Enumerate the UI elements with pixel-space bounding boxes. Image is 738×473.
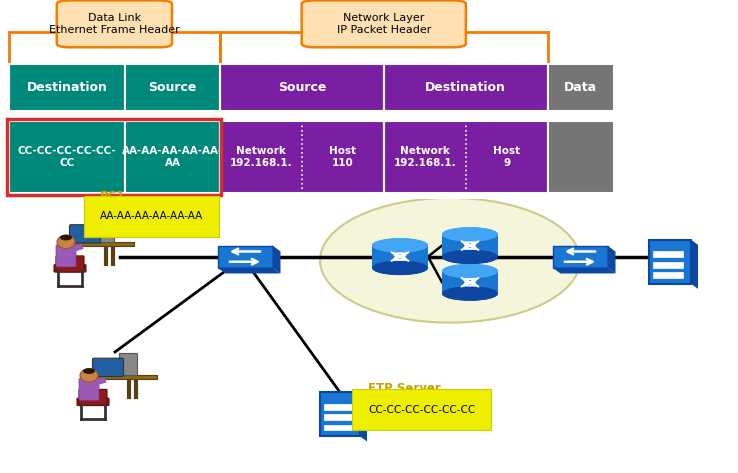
FancyBboxPatch shape <box>79 378 99 400</box>
Ellipse shape <box>372 238 428 253</box>
FancyBboxPatch shape <box>95 220 114 242</box>
Text: Data: Data <box>565 81 597 94</box>
FancyBboxPatch shape <box>320 392 360 436</box>
FancyBboxPatch shape <box>324 425 352 430</box>
Ellipse shape <box>372 238 428 253</box>
Polygon shape <box>360 392 367 441</box>
FancyBboxPatch shape <box>442 271 498 294</box>
Text: Destination: Destination <box>27 81 108 94</box>
Text: Host
110: Host 110 <box>329 146 356 168</box>
FancyBboxPatch shape <box>302 0 466 47</box>
FancyBboxPatch shape <box>553 245 607 268</box>
FancyBboxPatch shape <box>649 240 691 284</box>
Ellipse shape <box>442 286 498 301</box>
Text: Network
192.168.1.: Network 192.168.1. <box>393 146 456 168</box>
FancyBboxPatch shape <box>372 245 428 268</box>
Ellipse shape <box>442 264 498 278</box>
FancyBboxPatch shape <box>64 242 134 245</box>
FancyBboxPatch shape <box>57 0 172 47</box>
FancyBboxPatch shape <box>56 256 84 272</box>
FancyBboxPatch shape <box>9 121 125 193</box>
FancyBboxPatch shape <box>548 121 614 193</box>
Text: CC-CC-CC-CC-CC-CC: CC-CC-CC-CC-CC-CC <box>368 405 475 415</box>
FancyBboxPatch shape <box>87 376 157 379</box>
Polygon shape <box>553 268 615 273</box>
Ellipse shape <box>372 261 428 275</box>
FancyBboxPatch shape <box>442 234 498 257</box>
FancyBboxPatch shape <box>9 63 125 111</box>
Polygon shape <box>691 240 698 289</box>
FancyBboxPatch shape <box>54 265 86 272</box>
FancyBboxPatch shape <box>77 398 109 405</box>
FancyBboxPatch shape <box>220 121 384 193</box>
FancyBboxPatch shape <box>384 121 548 193</box>
Circle shape <box>80 369 98 382</box>
Ellipse shape <box>60 235 72 240</box>
FancyBboxPatch shape <box>653 262 683 268</box>
Text: Network Layer
IP Packet Header: Network Layer IP Packet Header <box>337 13 431 35</box>
Text: FTP Server: FTP Server <box>368 382 441 395</box>
Text: Source: Source <box>148 81 197 94</box>
Ellipse shape <box>320 198 580 323</box>
FancyBboxPatch shape <box>442 234 498 257</box>
FancyBboxPatch shape <box>442 271 498 294</box>
FancyBboxPatch shape <box>384 63 548 111</box>
Ellipse shape <box>442 264 498 278</box>
Text: Network
192.168.1.: Network 192.168.1. <box>230 146 292 168</box>
Text: AA-AA-AA-AA-AA-
AA: AA-AA-AA-AA-AA- AA <box>122 146 224 168</box>
Text: CC-CC-CC-CC-CC-
CC: CC-CC-CC-CC-CC- CC <box>18 146 117 168</box>
FancyBboxPatch shape <box>125 121 220 193</box>
Text: Destination: Destination <box>425 81 506 94</box>
FancyBboxPatch shape <box>56 245 76 267</box>
Polygon shape <box>607 245 615 273</box>
Ellipse shape <box>442 227 498 242</box>
FancyBboxPatch shape <box>119 353 137 376</box>
Text: PC1: PC1 <box>100 190 125 203</box>
FancyBboxPatch shape <box>79 389 107 405</box>
Text: AA-AA-AA-AA-AA-AA: AA-AA-AA-AA-AA-AA <box>100 211 203 221</box>
FancyBboxPatch shape <box>324 404 352 410</box>
Circle shape <box>57 236 75 248</box>
Text: Host
9: Host 9 <box>493 146 520 168</box>
FancyBboxPatch shape <box>372 245 428 268</box>
FancyBboxPatch shape <box>220 63 384 111</box>
FancyBboxPatch shape <box>653 252 683 257</box>
Text: Source: Source <box>277 81 326 94</box>
FancyBboxPatch shape <box>92 358 123 377</box>
Ellipse shape <box>442 250 498 264</box>
Text: 192.168.1.110: 192.168.1.110 <box>100 201 182 211</box>
Ellipse shape <box>372 261 428 275</box>
FancyBboxPatch shape <box>218 245 272 268</box>
Ellipse shape <box>442 286 498 301</box>
Polygon shape <box>218 268 280 273</box>
FancyBboxPatch shape <box>548 63 614 111</box>
Ellipse shape <box>442 227 498 242</box>
Polygon shape <box>272 245 280 273</box>
FancyBboxPatch shape <box>653 272 683 278</box>
Text: Data Link
Ethernet Frame Header: Data Link Ethernet Frame Header <box>49 13 180 35</box>
Ellipse shape <box>83 368 95 374</box>
FancyBboxPatch shape <box>125 63 220 111</box>
Text: 192.168.1.9: 192.168.1.9 <box>368 394 435 404</box>
Ellipse shape <box>442 250 498 264</box>
FancyBboxPatch shape <box>69 225 100 243</box>
FancyBboxPatch shape <box>324 414 352 420</box>
